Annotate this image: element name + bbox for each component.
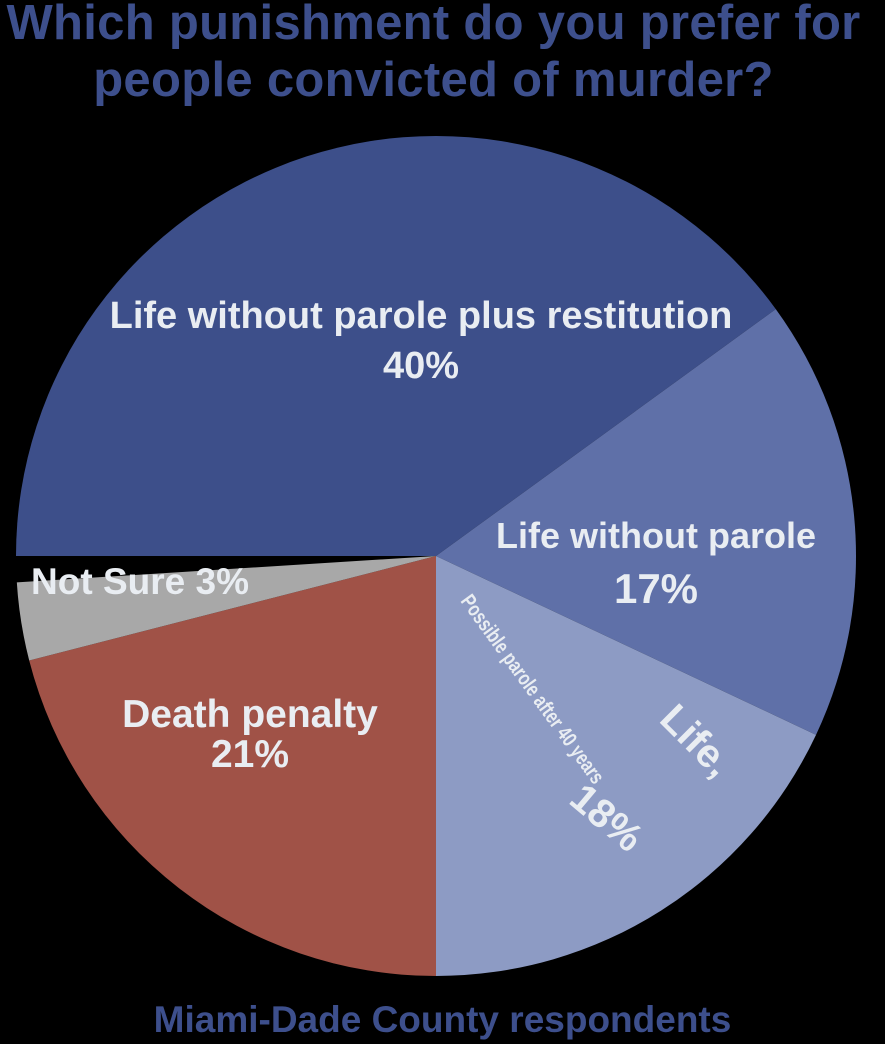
svg-text:40%: 40% <box>383 345 459 387</box>
svg-text:21%: 21% <box>211 733 289 776</box>
svg-text:Life without parole plus resti: Life without parole plus restitution <box>110 295 733 337</box>
svg-text:17%: 17% <box>614 565 698 612</box>
svg-text:Death penalty: Death penalty <box>122 693 378 736</box>
svg-text:Not Sure 3%: Not Sure 3% <box>31 561 249 602</box>
svg-text:Life without parole: Life without parole <box>496 515 816 556</box>
